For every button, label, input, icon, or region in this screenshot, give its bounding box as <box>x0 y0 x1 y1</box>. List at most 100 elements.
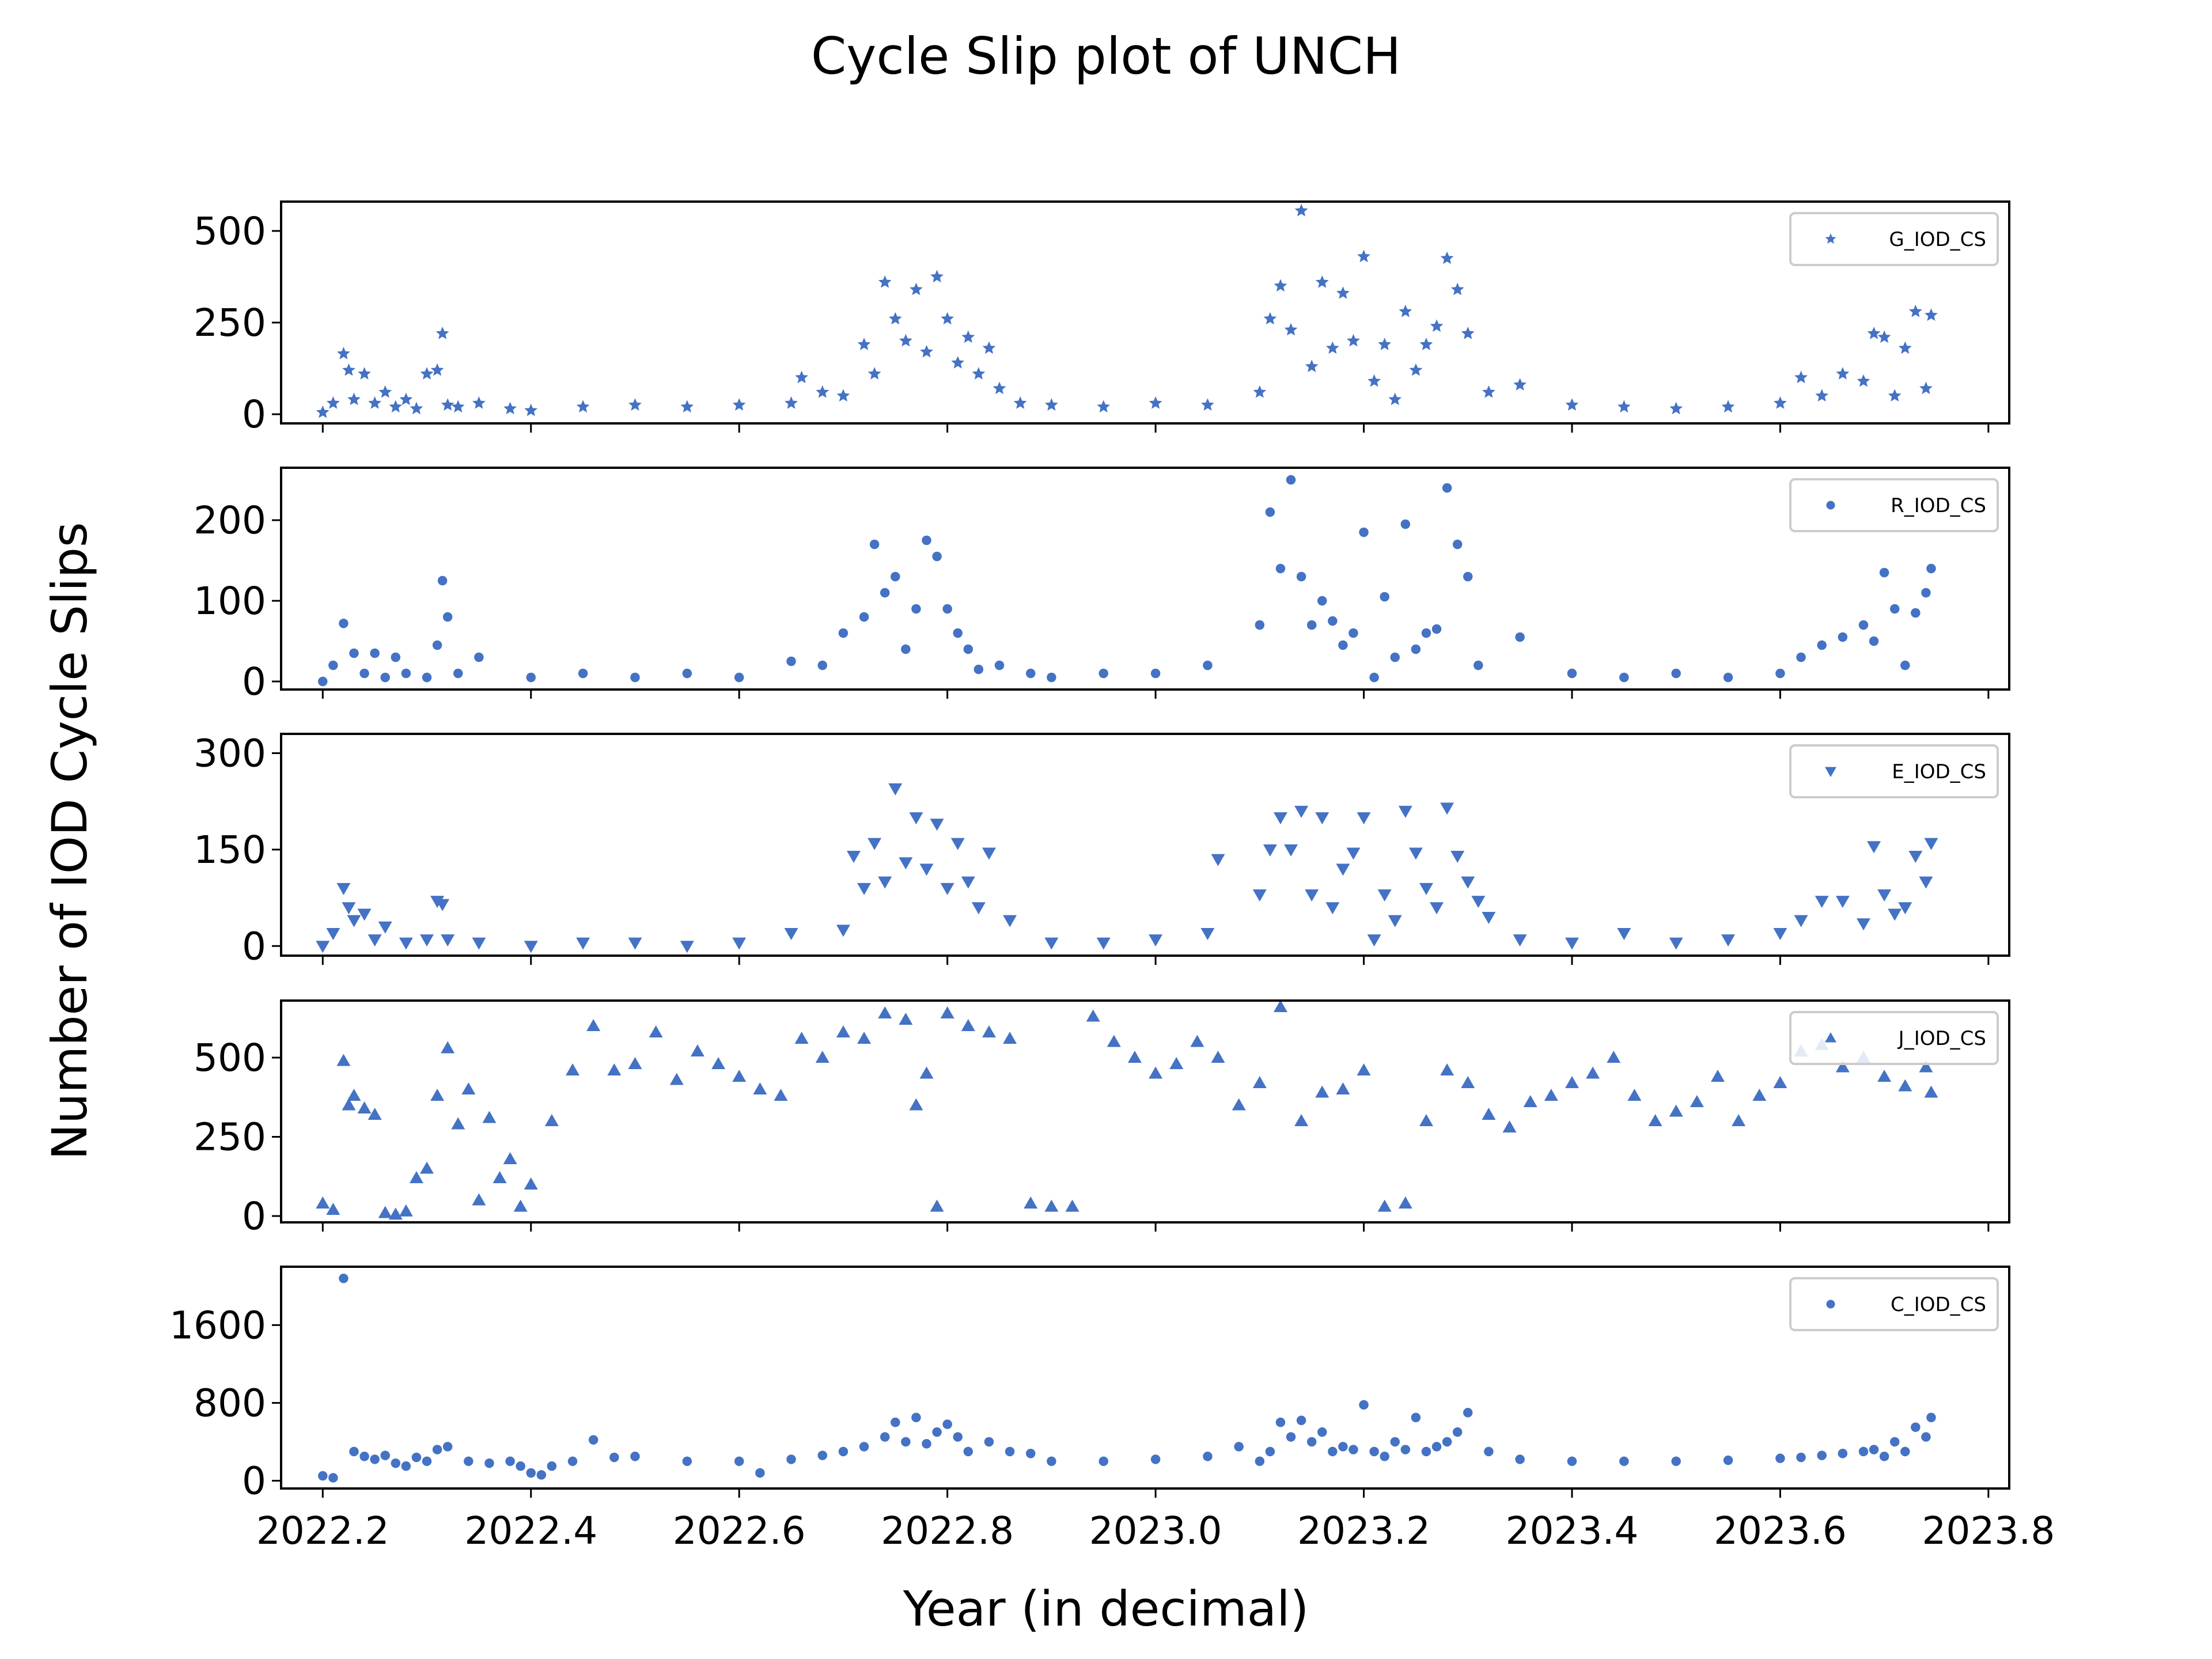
data-point <box>1925 308 1938 321</box>
data-point <box>880 588 890 598</box>
data-point <box>1317 1427 1327 1437</box>
data-point <box>422 672 432 683</box>
data-point <box>1357 812 1371 825</box>
data-point <box>1619 672 1629 683</box>
data-point <box>891 1417 900 1427</box>
data-point <box>1440 251 1454 264</box>
data-point <box>401 668 411 679</box>
data-point <box>482 1111 497 1123</box>
data-point <box>576 400 590 413</box>
data-point <box>786 1455 796 1464</box>
data-point <box>1367 934 1381 947</box>
data-point <box>316 405 329 418</box>
data-point <box>1357 1063 1371 1075</box>
legend: E_IOD_CS <box>1789 744 1999 798</box>
data-point <box>1398 1196 1412 1209</box>
data-point <box>370 1455 380 1464</box>
data-point <box>899 334 912 347</box>
data-point <box>1024 1196 1038 1209</box>
data-point <box>1107 1035 1121 1047</box>
data-point <box>370 648 380 658</box>
legend-box <box>1789 1011 1999 1065</box>
data-point <box>1003 1032 1017 1044</box>
data-point <box>1377 889 1392 902</box>
data-point <box>1273 1000 1287 1012</box>
legend-label: C_IOD_CS <box>1891 1293 1986 1316</box>
data-point <box>1336 1082 1350 1094</box>
data-point <box>1523 1095 1537 1107</box>
data-point <box>732 937 747 950</box>
data-point <box>899 1013 913 1025</box>
data-point <box>1398 805 1412 818</box>
x-tick-label: 2023.2 <box>1297 1509 1430 1553</box>
data-point <box>932 1427 942 1437</box>
data-point <box>1879 567 1889 578</box>
data-point <box>953 1432 963 1442</box>
data-point <box>1723 672 1733 683</box>
data-point <box>836 1025 850 1037</box>
data-point <box>1796 652 1806 662</box>
data-point <box>794 1032 809 1044</box>
data-point <box>368 396 382 409</box>
data-point <box>1274 279 1287 292</box>
data-point <box>349 1446 359 1457</box>
data-point <box>1315 275 1329 288</box>
data-point <box>432 1445 442 1455</box>
data-point <box>378 1206 392 1218</box>
data-point <box>993 381 1006 395</box>
data-point <box>1369 672 1379 683</box>
legend-box <box>1789 1277 1999 1331</box>
data-point <box>1721 400 1735 413</box>
data-point <box>1471 896 1486 908</box>
data-point <box>1502 1120 1517 1132</box>
data-point <box>942 604 952 614</box>
data-point <box>628 1057 642 1069</box>
x-tick-label: 2022.4 <box>464 1509 597 1553</box>
data-point <box>410 402 423 415</box>
data-point <box>1877 1070 1892 1082</box>
data-point <box>1513 934 1527 947</box>
data-point <box>1005 1446 1015 1457</box>
data-point <box>1452 539 1463 550</box>
data-point <box>357 908 372 921</box>
data-point <box>1296 571 1306 582</box>
data-point <box>963 644 974 654</box>
data-point <box>547 1461 557 1471</box>
data-point <box>1400 519 1411 529</box>
data-point <box>1294 1114 1309 1126</box>
legend-box <box>1789 744 1999 798</box>
data-point <box>1255 620 1265 630</box>
data-point <box>1086 1009 1100 1022</box>
data-point <box>1252 1076 1267 1088</box>
data-point <box>1900 1446 1910 1457</box>
x-tick-label: 2022.2 <box>256 1509 389 1553</box>
data-point <box>888 312 902 325</box>
data-point <box>1338 640 1348 650</box>
data-point <box>1474 660 1483 671</box>
data-point <box>1838 1448 1848 1459</box>
data-point <box>1359 527 1369 537</box>
data-point <box>1721 934 1736 947</box>
data-point <box>1203 1452 1213 1461</box>
data-point <box>326 927 340 940</box>
data-point <box>442 1442 453 1452</box>
subplot-frame <box>280 200 2010 425</box>
data-point <box>420 934 434 947</box>
legend: C_IOD_CS <box>1789 1277 1999 1331</box>
legend-label: R_IOD_CS <box>1891 494 1986 517</box>
data-point <box>1775 668 1785 679</box>
data-point <box>1796 1452 1806 1463</box>
data-point <box>1858 620 1869 630</box>
data-point <box>1263 844 1277 857</box>
data-point <box>734 1456 744 1466</box>
y-tick-label: 200 <box>194 498 266 543</box>
data-point <box>451 400 465 413</box>
data-point <box>1336 286 1350 299</box>
data-point <box>836 389 850 402</box>
data-point <box>526 1468 536 1478</box>
data-point <box>961 330 975 343</box>
data-point <box>838 1446 849 1457</box>
data-point <box>1025 1448 1036 1459</box>
data-point <box>878 275 892 288</box>
data-point <box>567 1456 578 1466</box>
